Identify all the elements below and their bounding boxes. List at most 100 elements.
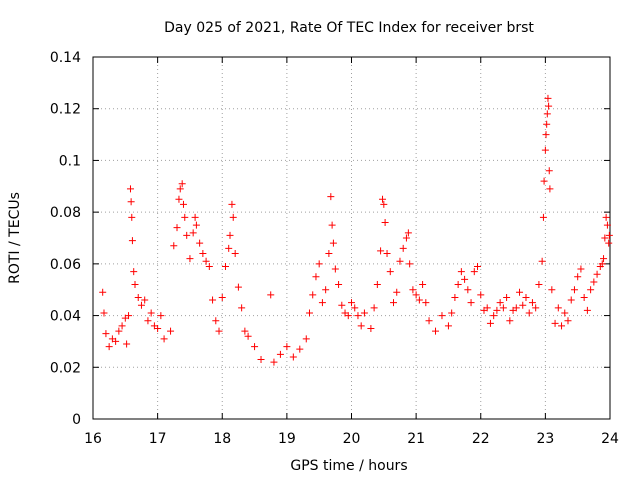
data-point <box>532 304 540 312</box>
data-point <box>525 309 533 317</box>
data-point <box>499 304 507 312</box>
data-point <box>432 327 440 335</box>
data-point <box>189 229 197 237</box>
data-point <box>605 231 613 239</box>
data-point <box>229 213 237 221</box>
data-point <box>289 353 297 361</box>
data-point <box>318 299 326 307</box>
x-tick-label: 23 <box>536 431 554 447</box>
data-point <box>419 281 427 289</box>
data-point <box>425 317 433 325</box>
data-point <box>205 262 213 270</box>
data-point <box>564 317 572 325</box>
data-point <box>457 268 465 276</box>
data-point <box>548 286 556 294</box>
y-tick-label: 0.12 <box>50 102 81 118</box>
data-point <box>175 195 183 203</box>
data-point <box>296 345 304 353</box>
data-point <box>474 262 482 270</box>
y-tick-label: 0.08 <box>50 205 81 221</box>
data-point <box>128 213 136 221</box>
data-point <box>544 94 552 102</box>
data-point <box>380 200 388 208</box>
data-point <box>538 257 546 265</box>
data-point <box>354 312 362 320</box>
data-point <box>546 185 554 193</box>
data-point <box>367 325 375 332</box>
y-tick-label: 0.06 <box>50 257 81 273</box>
data-point <box>244 332 252 340</box>
data-point <box>128 237 136 245</box>
data-point <box>199 250 207 258</box>
data-point <box>454 281 462 289</box>
x-tick-label: 24 <box>601 431 619 447</box>
y-tick-label: 0.04 <box>50 309 81 325</box>
data-point <box>373 281 381 289</box>
data-point <box>147 309 155 317</box>
grid <box>93 57 610 419</box>
x-axis-title: GPS time / hours <box>290 458 407 474</box>
data-point <box>379 195 387 203</box>
chart-title: Day 025 of 2021, Rate Of TEC Index for r… <box>164 20 534 36</box>
data-point <box>215 327 223 335</box>
data-point <box>448 309 456 317</box>
x-tick-label: 20 <box>343 431 361 447</box>
data-point <box>221 262 229 270</box>
data-point <box>551 319 559 327</box>
data-point <box>231 250 239 258</box>
data-point <box>257 356 265 364</box>
data-point <box>202 257 210 265</box>
data-point <box>539 213 547 221</box>
data-point <box>123 340 131 348</box>
data-point <box>192 221 200 229</box>
data-point <box>270 358 278 366</box>
data-point <box>218 293 226 301</box>
data-point <box>486 319 494 327</box>
data-point <box>157 312 165 320</box>
data-point <box>302 335 310 343</box>
data-point <box>540 177 548 185</box>
data-point <box>209 296 217 304</box>
data-point <box>170 242 178 250</box>
data-point <box>535 281 543 289</box>
data-point <box>406 260 414 268</box>
data-point <box>331 265 339 273</box>
x-tick-label: 18 <box>213 431 231 447</box>
data-point <box>100 309 108 317</box>
data-point <box>131 281 139 289</box>
data-point <box>370 304 378 312</box>
data-point <box>241 327 249 335</box>
data-point <box>522 293 530 301</box>
data-point <box>506 317 514 325</box>
data-point <box>191 213 199 221</box>
data-point <box>493 306 501 314</box>
data-point <box>438 312 446 320</box>
data-point <box>528 299 536 307</box>
data-point <box>329 239 337 247</box>
data-point <box>226 231 234 239</box>
data-point <box>503 293 511 301</box>
data-point <box>464 286 472 294</box>
data-point <box>137 301 145 309</box>
data-points <box>99 94 613 366</box>
y-tick-label: 0.14 <box>50 50 81 66</box>
y-tick-label: 0.02 <box>50 360 81 376</box>
data-point <box>315 260 323 268</box>
y-tick-label: 0.1 <box>59 153 81 169</box>
data-point <box>267 291 275 299</box>
data-point <box>115 327 123 335</box>
x-tick-label: 17 <box>149 431 167 447</box>
data-point <box>357 322 365 330</box>
data-point <box>409 286 417 294</box>
data-point <box>312 273 320 281</box>
data-point <box>322 286 330 294</box>
data-point <box>444 322 452 330</box>
data-point <box>118 322 126 330</box>
data-point <box>602 213 610 221</box>
data-point <box>105 343 113 351</box>
data-point <box>415 296 423 304</box>
data-point <box>112 337 120 345</box>
data-point <box>183 231 191 239</box>
data-point <box>238 304 246 312</box>
axis-ticks: 16 17 18 19 20 21 22 23 24 0 0.02 0.04 0.06 0.08 0.1 0.… <box>50 50 619 447</box>
